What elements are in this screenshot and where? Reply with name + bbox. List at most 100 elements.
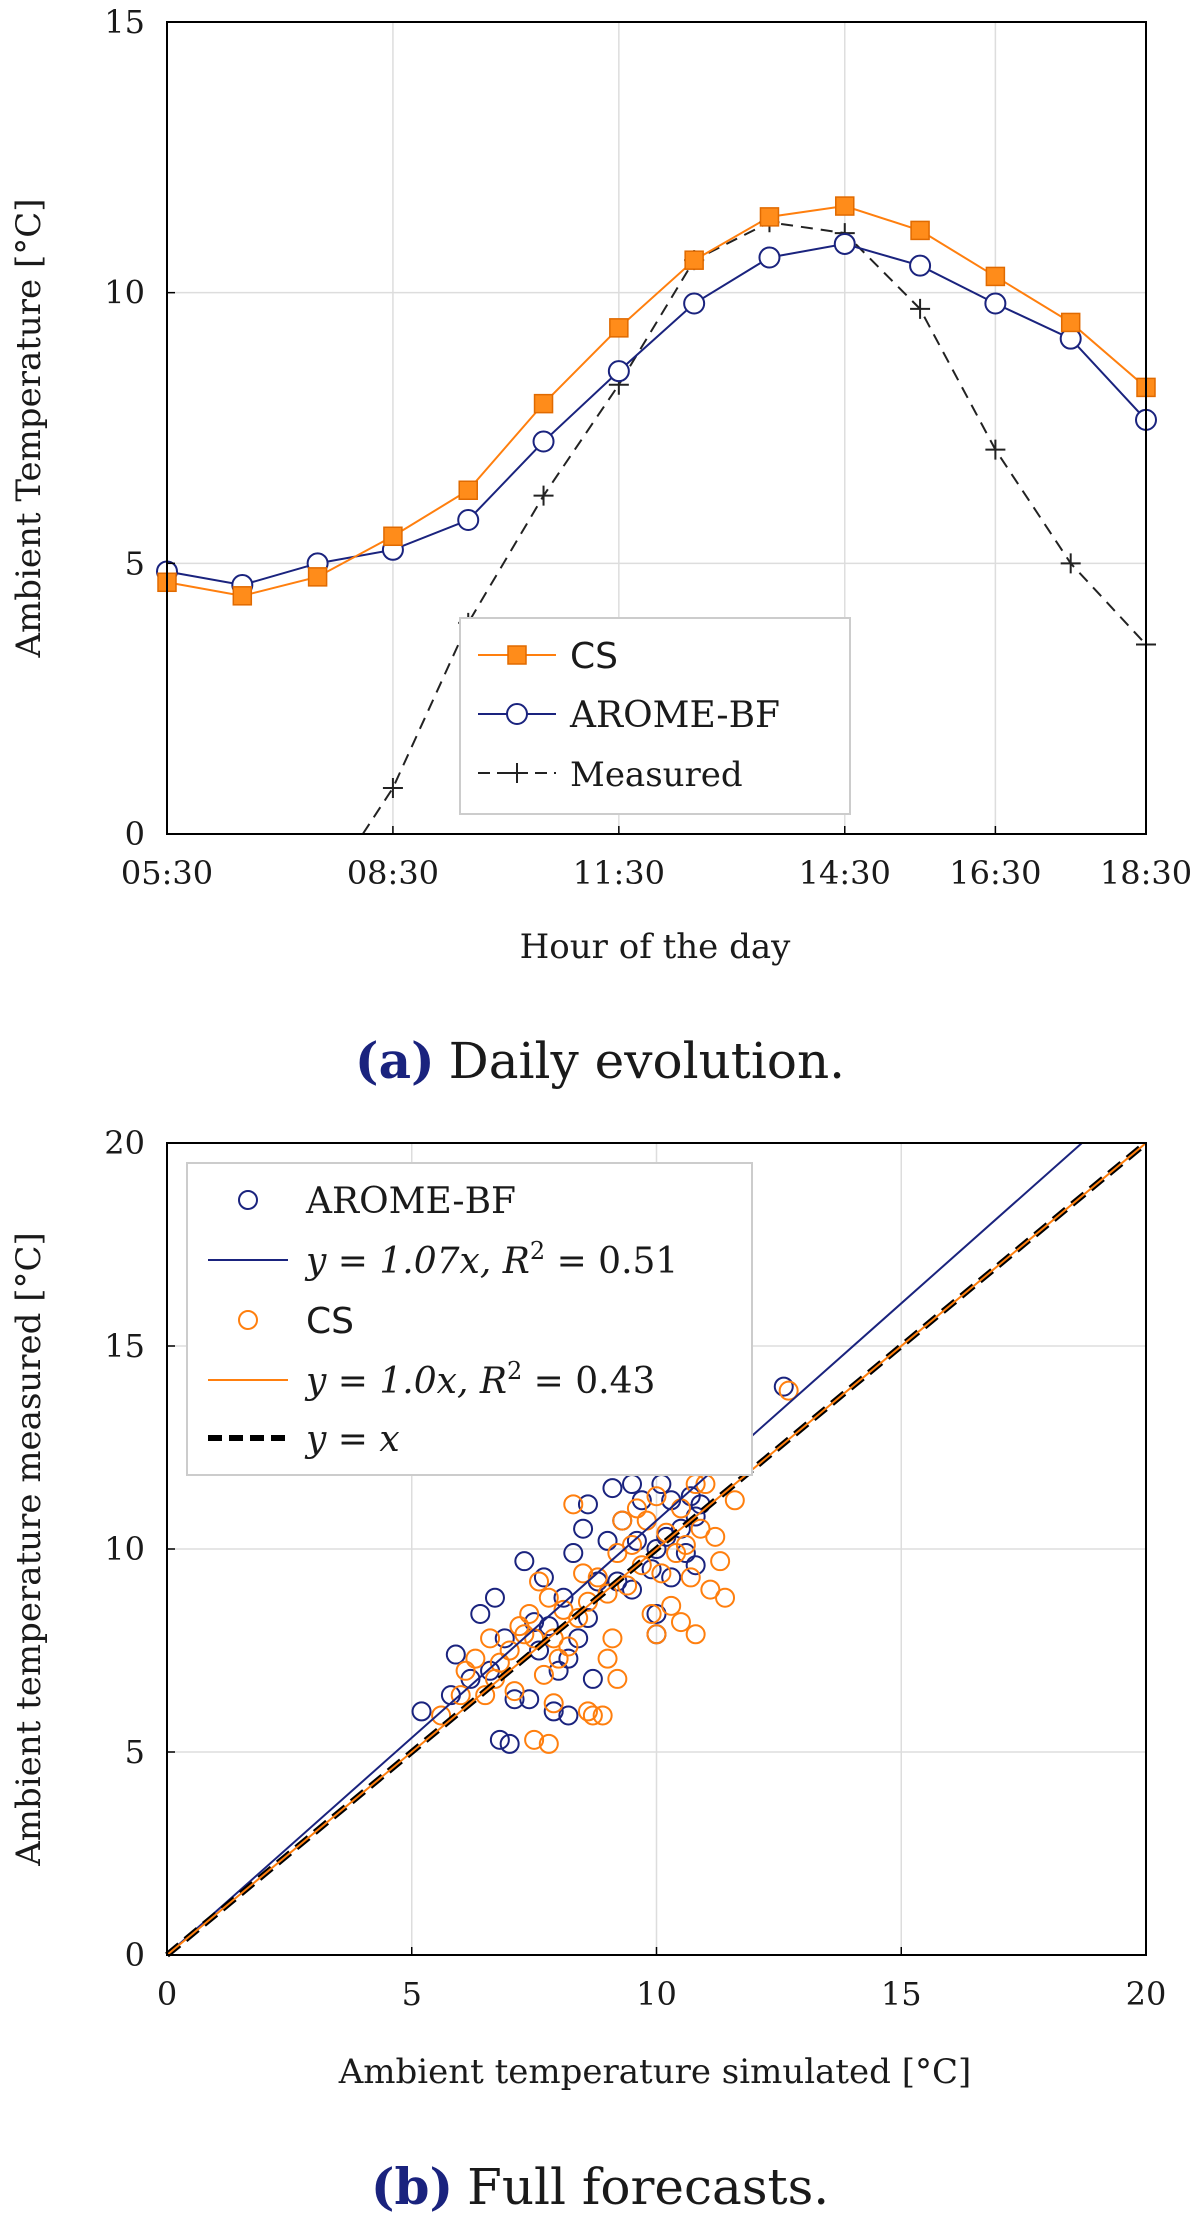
series-cs-point (533, 393, 554, 414)
chart-daily-evolution: 05:30 08:30 11:30 14:30 16:30 18:30 0 5 10 15 Hou… (9, 3, 1192, 967)
chart-a-ytick-label: 0 (125, 815, 145, 853)
series-arome-point (607, 360, 630, 383)
chart-b-ytick-label: 5 (125, 1733, 145, 1771)
chart-a-ylabel: Ambient Temperature [°C] (9, 198, 49, 658)
legend-b-arome-marker (238, 1190, 258, 1210)
scatter-arome-point (558, 1648, 579, 1669)
chart-b-ylabel: Ambient temperature measured [°C] (9, 1232, 49, 1867)
scatter-cs-point (504, 1681, 525, 1702)
scatter-cs-point (636, 1510, 657, 1531)
chart-b-ytick-label: 0 (125, 1936, 145, 1974)
scatter-cs-point (450, 1685, 471, 1706)
series-cs-point (232, 586, 253, 606)
scatter-arome-point (411, 1701, 432, 1722)
chart-b-ticks: 0 5 10 15 20 0 5 10 15 20 (104, 1124, 1166, 2013)
scatter-cs-point (514, 1624, 535, 1645)
scatter-cs-point (661, 1595, 682, 1616)
scatter-cs-point (533, 1664, 554, 1685)
chart-a-xtick-label: 11:30 (573, 854, 665, 892)
scatter-arome-point (494, 1628, 515, 1649)
series-arome-point (683, 292, 706, 315)
caption-b: (b) Full forecasts. (371, 2157, 829, 2216)
scatter-cs-point (577, 1701, 598, 1722)
scatter-arome-point (484, 1587, 505, 1608)
scatter-cs-point (558, 1636, 579, 1657)
chart-b-xtick-label: 5 (402, 1975, 422, 2013)
scatter-cs-point (538, 1587, 559, 1608)
scatter-arome-point (577, 1494, 598, 1515)
scatter-cs-point (724, 1490, 745, 1511)
series-cs-point (307, 567, 328, 587)
scatter-arome-point (533, 1567, 554, 1588)
scatter-arome-point (582, 1668, 603, 1689)
scatter-arome-point (499, 1733, 520, 1754)
scatter-arome-point (685, 1555, 706, 1576)
scatter-arome-point (661, 1567, 682, 1588)
chart-a-ytick-label: 15 (104, 3, 145, 41)
chart-b-xtick-label: 15 (881, 1975, 922, 2013)
scatter-arome-point (445, 1644, 466, 1665)
scatter-cs-point (680, 1567, 701, 1588)
series-cs-point (1060, 312, 1081, 333)
scatter-arome-point (626, 1530, 647, 1551)
scatter-cs-point (524, 1729, 545, 1750)
scatter-cs-point (646, 1624, 667, 1645)
legend-cs-label: CS (570, 636, 618, 677)
scatter-arome-point (622, 1579, 643, 1600)
series-measured-point (985, 439, 1006, 460)
chart-b-xlabel: Ambient temperature simulated [°C] (338, 2052, 972, 2092)
series-arome-point (909, 254, 932, 277)
scatter-cs-point (612, 1510, 633, 1531)
scatter-arome-point (651, 1474, 672, 1495)
chart-a-xtick-label: 14:30 (799, 854, 891, 892)
caption-b-label: (b) (371, 2157, 453, 2216)
scatter-cs-point (626, 1498, 647, 1519)
series-cs-point (835, 196, 855, 216)
scatter-cs-point (715, 1587, 736, 1608)
series-arome-line (166, 242, 1147, 587)
caption-a-text: Daily evolution. (449, 1032, 845, 1090)
chart-a-legend: CS AROME-BF Measured (459, 617, 851, 815)
series-cs-point (684, 250, 704, 270)
fit-line-arome (166, 1142, 1083, 1956)
chart-b-ytick-label: 15 (104, 1327, 145, 1365)
scatter-arome-point (622, 1474, 643, 1495)
chart-a-xtick-label: 18:30 (1100, 854, 1192, 892)
scatter-cs-point (582, 1705, 603, 1726)
legend-b-cs-marker (238, 1310, 258, 1330)
scatter-arome-point (548, 1660, 569, 1681)
caption-b-text: Full forecasts. (467, 2158, 829, 2216)
chart-a-series (156, 196, 1157, 835)
chart-b-ytick-label: 10 (104, 1530, 145, 1568)
scatter-cs-point (651, 1563, 672, 1584)
chart-a-xlabel: Hour of the day (520, 927, 791, 967)
series-arome-point (984, 292, 1007, 315)
series-cs-point (910, 220, 930, 241)
series-measured-point (910, 298, 931, 319)
chart-a-frame (166, 21, 1147, 835)
series-arome-point (758, 246, 781, 269)
chart-b-legend: AROME-BF y = 1.07x, R2 = 0.51 CS y = 1.0… (186, 1162, 753, 1476)
scatter-arome-point (675, 1543, 696, 1564)
series-cs-point (458, 480, 478, 501)
scatter-arome-point (602, 1478, 623, 1499)
legend-arome-marker (506, 703, 528, 725)
scatter-arome-point (489, 1729, 510, 1750)
chart-a-xtick-label: 08:30 (347, 854, 439, 892)
scatter-arome-point (641, 1559, 662, 1580)
scatter-cs-point (597, 1648, 618, 1669)
series-arome-point (457, 509, 480, 532)
scatter-cs-point (670, 1612, 691, 1633)
scatter-cs-point (587, 1567, 608, 1588)
scatter-cs-point (455, 1660, 476, 1681)
chart-a-xtick-label: 05:30 (121, 854, 213, 892)
legend-measured-label: Measured (570, 755, 743, 795)
legend-b-arome-label: AROME-BF (305, 1181, 516, 1222)
scatter-arome-point (504, 1689, 525, 1710)
series-arome-point (532, 430, 555, 453)
scatter-cs-point (675, 1534, 696, 1555)
scatter-cs-point (548, 1648, 569, 1669)
series-cs-point (985, 266, 1006, 287)
legend-measured-marker (507, 763, 527, 783)
legend-b-arome-fit-rhs: = 0.51 (545, 1241, 678, 1282)
